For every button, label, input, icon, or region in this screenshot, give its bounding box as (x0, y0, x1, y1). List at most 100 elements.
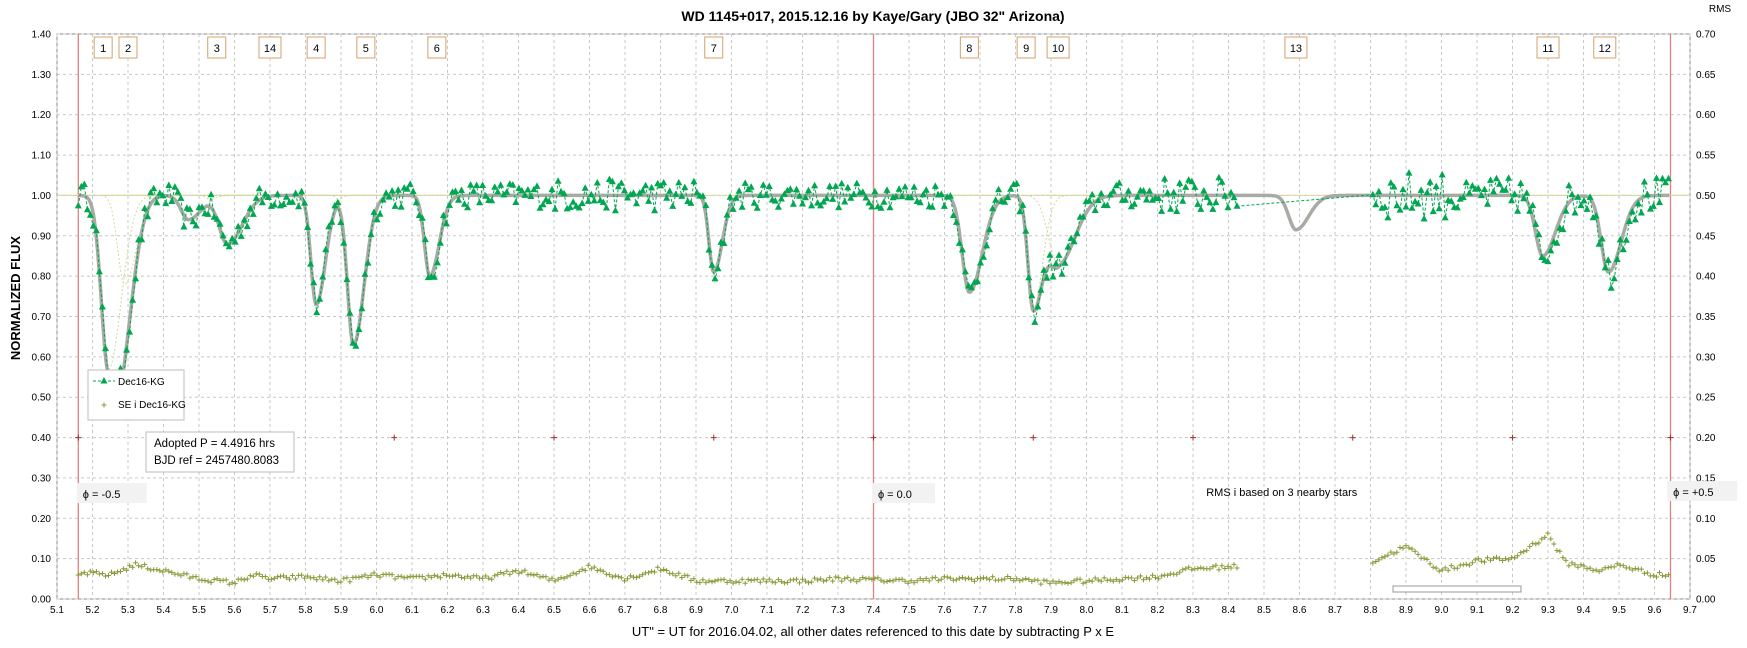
data-point (518, 186, 526, 194)
rms-point (766, 576, 772, 582)
dip-label-text: 11 (1542, 43, 1553, 55)
data-point (666, 187, 674, 194)
rms-point (703, 580, 709, 586)
data-point (1085, 197, 1093, 204)
rms-point (118, 569, 123, 574)
x-tick-label: 5.6 (228, 605, 242, 616)
data-point (1022, 227, 1030, 234)
rms-point (419, 574, 425, 579)
data-point (1562, 207, 1570, 214)
rms-point (290, 573, 295, 578)
rms-point (1403, 543, 1409, 549)
rms-point (1231, 561, 1237, 567)
data-point (497, 181, 505, 188)
rms-point (1394, 549, 1400, 555)
data-point (829, 195, 837, 202)
data-point (1067, 234, 1075, 242)
data-point (1197, 205, 1205, 212)
data-point (1402, 203, 1410, 210)
data-point (313, 308, 321, 316)
data-point (1417, 186, 1425, 193)
y-tick-label: 1.40 (32, 30, 52, 41)
dip-label: 9 (1016, 36, 1036, 59)
rms-point (588, 566, 594, 572)
rms-point (184, 571, 190, 577)
x-tick-label: 9.5 (1612, 605, 1626, 616)
rms-point (193, 574, 199, 580)
x-tick-label: 7.0 (725, 605, 739, 616)
data-point (693, 188, 701, 196)
data-point (789, 200, 797, 207)
data-point (651, 206, 659, 214)
rms-point (917, 576, 923, 582)
data-point (898, 192, 906, 200)
rms-point (769, 579, 775, 585)
rms-point (1530, 540, 1536, 546)
data-point (1031, 318, 1039, 325)
data-point (690, 177, 698, 185)
rms-point (1548, 536, 1554, 542)
rms-point (422, 576, 428, 582)
rms-point (284, 575, 289, 581)
rms-point (582, 568, 588, 573)
rms-point (359, 574, 365, 580)
rms-point (570, 570, 576, 576)
rms-point (81, 569, 87, 575)
rms-point (425, 573, 431, 579)
x-tick-label: 6.6 (583, 605, 597, 616)
rms-point (664, 568, 670, 573)
rms-point (1527, 544, 1533, 549)
rms-point (1596, 569, 1602, 575)
rms-point (1023, 576, 1029, 582)
data-point (89, 222, 97, 229)
rms-point (495, 571, 501, 577)
rms-point (962, 576, 968, 582)
data-point (129, 296, 137, 303)
rms-point (772, 580, 778, 586)
data-point (467, 181, 475, 188)
data-point (777, 195, 785, 202)
rms-point (1466, 562, 1472, 568)
rms-point (1524, 548, 1530, 554)
data-point (614, 182, 622, 190)
dip-label: 6 (427, 36, 447, 59)
data-point (509, 181, 517, 188)
rms-point (845, 574, 851, 580)
data-point (1182, 183, 1190, 190)
data-point (1013, 179, 1021, 187)
rms-point (622, 578, 627, 584)
data-point (274, 190, 281, 197)
data-point (252, 194, 260, 201)
data-point (1073, 229, 1081, 237)
rms-point (591, 564, 597, 570)
dip-label-text: 5 (363, 43, 369, 55)
data-point (458, 186, 465, 193)
rms-point (1593, 567, 1599, 573)
rms-point (1575, 564, 1581, 570)
data-point (138, 235, 146, 243)
data-point (1432, 182, 1440, 190)
rms-point (537, 574, 543, 580)
rms-point (317, 574, 323, 580)
data-point (868, 203, 876, 210)
rms-point (450, 573, 455, 579)
rms-point (905, 580, 911, 586)
data-point (328, 218, 336, 225)
rms-point (1017, 578, 1023, 584)
data-point (289, 198, 296, 205)
rms-point (99, 571, 105, 576)
rms-point (1488, 557, 1493, 563)
data-point (385, 193, 393, 200)
data-point (901, 183, 909, 190)
data-point (1158, 207, 1166, 214)
data-point (1619, 245, 1627, 253)
rms-point (1134, 575, 1140, 581)
rms-point (1503, 556, 1509, 562)
dip-label-text: 13 (1290, 43, 1302, 55)
x-tick-label: 5.8 (299, 605, 313, 616)
rms-point (163, 567, 169, 573)
data-point (536, 204, 544, 211)
data-point (1173, 207, 1181, 214)
data-point (977, 259, 984, 266)
